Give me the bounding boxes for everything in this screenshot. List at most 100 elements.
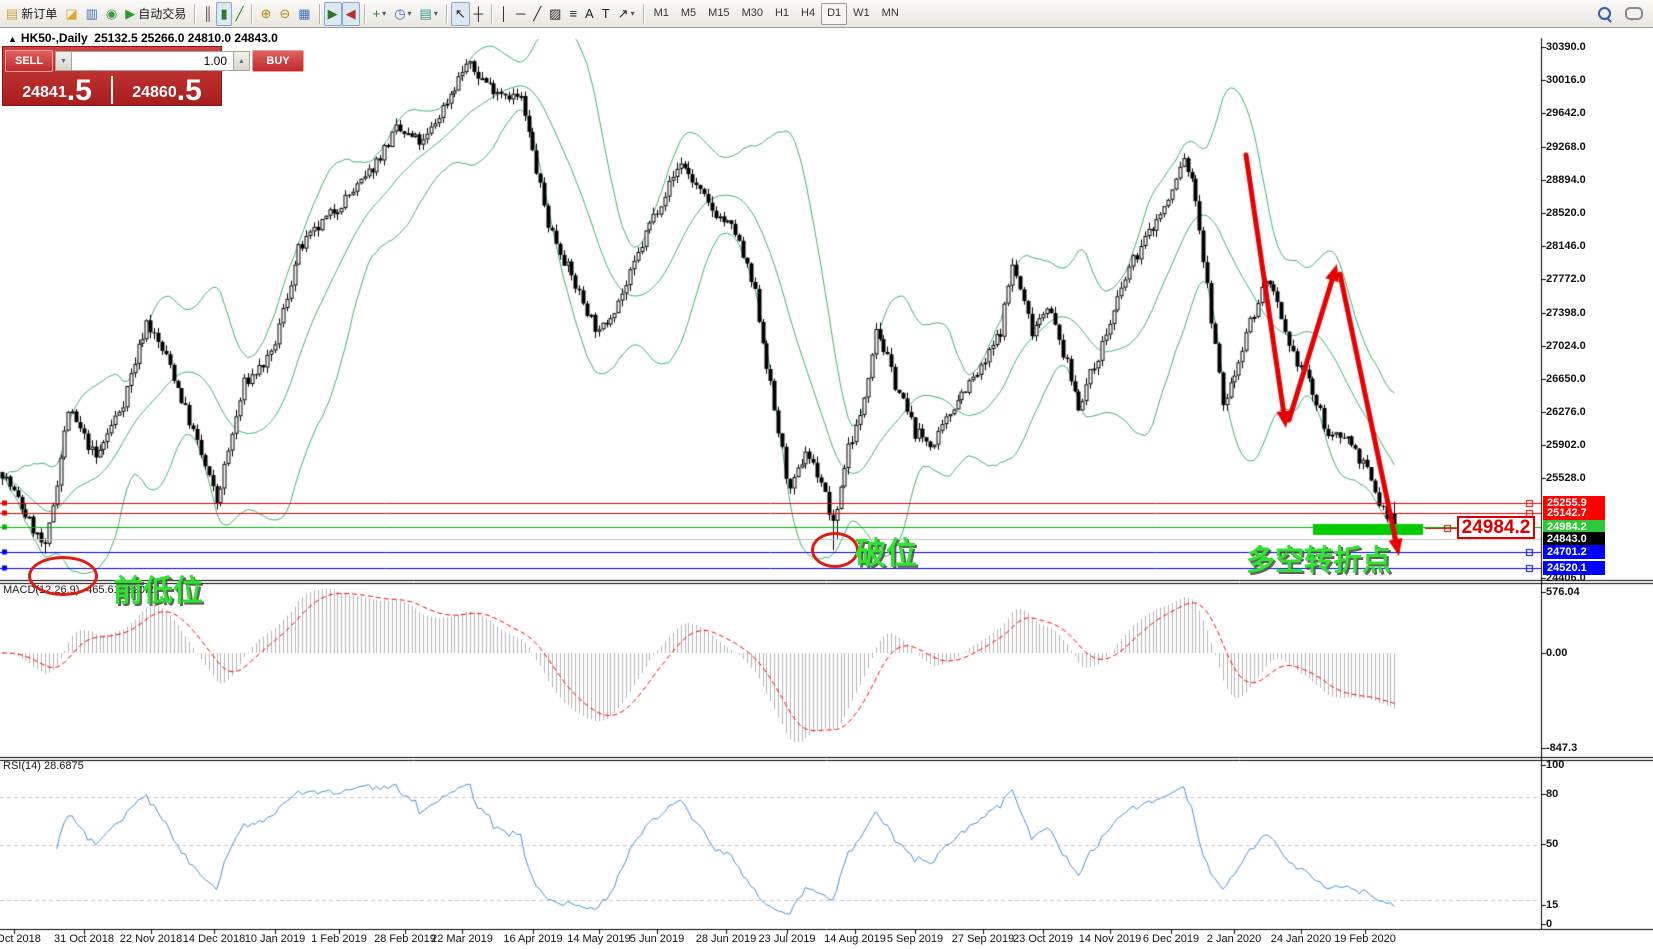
trendline-button-glyph: ╱ — [533, 6, 542, 21]
bar-chart-button[interactable]: ║ — [199, 2, 216, 26]
timeframe-mn[interactable]: MN — [881, 7, 899, 19]
date-axis-label[interactable]: 5 Jun 2019 — [629, 933, 685, 945]
price-axis-tick: 25528.0 — [1546, 472, 1586, 485]
timeframe-m30[interactable]: M30 — [741, 7, 763, 19]
prev-low-ellipse[interactable] — [28, 556, 98, 596]
auto-trading-button[interactable]: ▶ 自动交易 — [121, 2, 190, 26]
template-button[interactable]: ▤ ▾ — [416, 2, 442, 26]
price-axis-tick: 27024.0 — [1546, 339, 1586, 352]
sell-price-button[interactable]: 24841.5 — [3, 74, 111, 106]
price-axis-tick: 30016.0 — [1546, 74, 1586, 87]
chart-shift-button[interactable]: ◀ — [341, 1, 360, 26]
price-line-label: 24520.1 — [1543, 560, 1605, 575]
date-axis-label[interactable]: 28 Feb 2019 — [374, 933, 436, 945]
buy-button[interactable]: BUY — [252, 50, 304, 72]
volume-input[interactable] — [72, 51, 233, 71]
search-icon — [1598, 7, 1611, 20]
date-axis-label[interactable]: 28 Jun 2019 — [695, 933, 757, 945]
date-axis-label[interactable]: 6 Dec 2019 — [1142, 933, 1200, 945]
signals-icon[interactable]: ◉ — [102, 2, 121, 26]
periods-button[interactable]: ◷ ▾ — [390, 2, 415, 26]
timeframe-d1[interactable]: D1 — [821, 2, 848, 25]
date-axis-label[interactable]: 2 Jan 2020 — [1206, 933, 1262, 945]
dropdown-caret-icon[interactable]: ▾ — [407, 8, 412, 18]
horizontal-line-button[interactable]: ─ — [512, 2, 529, 26]
timeframe-w1[interactable]: W1 — [853, 7, 870, 19]
date-axis-label[interactable]: 14 May 2019 — [567, 933, 631, 945]
crosshair-button[interactable]: ┼ — [470, 2, 487, 26]
indicator-axis-tick: 0.00 — [1546, 647, 1568, 659]
text-button[interactable]: A — [581, 2, 598, 26]
indicator-axis-tick: 80 — [1546, 788, 1559, 800]
new-order-button[interactable]: ▤ 新订单 — [2, 2, 61, 26]
chart-window-icon[interactable]: ◪ — [61, 2, 81, 26]
date-axis-label[interactable]: 5 Sep 2019 — [886, 933, 944, 945]
trendline-button[interactable]: ╱ — [529, 2, 545, 26]
zoom-out-button-glyph: ⊖ — [279, 6, 291, 21]
vertical-line-button[interactable]: │ — [496, 2, 512, 26]
toolbar-separator — [363, 3, 365, 24]
date-axis-label[interactable]: 16 Apr 2019 — [503, 933, 563, 945]
volume-decrease-button[interactable]: ▼ — [55, 51, 72, 71]
timeframe-m1[interactable]: M1 — [653, 7, 669, 19]
tile-windows-button[interactable]: ▦ — [294, 2, 314, 26]
new-order-button-glyph: ▤ — [6, 6, 19, 21]
date-axis-label[interactable]: 23 Oct 2019 — [1013, 933, 1073, 945]
breakdown-note[interactable]: 破位 — [855, 536, 917, 571]
timeframe-h1[interactable]: H1 — [774, 7, 790, 19]
line-chart-button[interactable]: ╱ — [232, 2, 248, 26]
zoom-in-button[interactable]: ⊕ — [256, 2, 275, 26]
turning-point-note[interactable]: 多空转折点 — [1246, 545, 1392, 577]
date-axis-label[interactable]: 24 Jan 2020 — [1270, 933, 1332, 945]
indicator-axis-tick: 576.04 — [1546, 586, 1580, 598]
add-indicator-button-glyph: + — [372, 6, 381, 21]
toolbar-separator — [445, 3, 447, 24]
toolbar-separator — [642, 3, 644, 24]
zoom-out-button[interactable]: ⊖ — [275, 2, 294, 26]
date-axis-label[interactable]: 31 Oct 2018 — [54, 933, 114, 945]
dropdown-caret-icon[interactable]: ▾ — [433, 8, 438, 18]
date-axis-label[interactable]: 10 Jan 2019 — [244, 933, 306, 945]
candlestick-chart-button[interactable]: ▮ — [216, 1, 232, 26]
breakdown-ellipse[interactable] — [811, 532, 859, 568]
auto-scroll-button[interactable]: ▶ — [323, 1, 342, 26]
date-axis-label[interactable]: 23 Jul 2019 — [758, 933, 816, 945]
search-icon[interactable] — [1594, 2, 1615, 26]
dropdown-caret-icon[interactable]: ▾ — [382, 8, 387, 18]
timeframe-m5[interactable]: M5 — [680, 7, 697, 19]
collapse-panel-icon[interactable]: ▲ — [8, 34, 17, 44]
date-axis-label[interactable]: 9 Oct 2018 — [0, 933, 41, 945]
timeframe-m15[interactable]: M15 — [708, 7, 730, 19]
price-callout-box[interactable]: 24984.2 — [1457, 516, 1535, 539]
sell-button[interactable]: SELL — [5, 50, 53, 72]
timeframe-h4[interactable]: H4 — [801, 7, 816, 19]
text-label-button[interactable]: T — [598, 2, 614, 26]
periods-button-glyph: ◷ — [394, 6, 406, 21]
cursor-button-glyph: ↖ — [454, 6, 466, 21]
sell-price-int: 24841 — [22, 84, 67, 101]
date-axis-label[interactable]: 19 Feb 2020 — [1334, 933, 1396, 945]
date-axis-label[interactable]: 14 Nov 2019 — [1078, 933, 1142, 945]
buy-price-int: 24860 — [132, 84, 177, 101]
date-axis-label[interactable]: 1 Feb 2019 — [311, 933, 367, 945]
volume-increase-button[interactable]: ▲ — [233, 51, 250, 71]
equidistant-channel-button[interactable]: ▨ — [545, 2, 565, 26]
prev-low-note[interactable]: 前低位 — [113, 575, 203, 608]
ohlc-values: 25132.5 25266.0 24810.0 24843.0 — [94, 31, 278, 45]
date-axis-label[interactable]: 14 Dec 2018 — [182, 933, 246, 945]
date-axis-label[interactable]: 27 Sep 2019 — [951, 933, 1015, 945]
cursor-button[interactable]: ↖ — [450, 1, 470, 26]
date-axis-label[interactable]: 14 Aug 2019 — [824, 933, 886, 945]
fibonacci-button[interactable]: ≡ — [565, 2, 581, 26]
add-indicator-button[interactable]: + ▾ — [369, 2, 391, 26]
dropdown-caret-icon[interactable]: ▾ — [630, 8, 635, 18]
arrows-button-glyph: ↗ — [617, 6, 629, 21]
tile-windows-button-glyph: ▦ — [298, 6, 311, 21]
arrows-button[interactable]: ↗ ▾ — [614, 2, 639, 26]
market-watch-icon[interactable]: ▥ — [82, 2, 102, 26]
date-axis-label[interactable]: 22 Nov 2018 — [119, 933, 183, 945]
buy-price-button[interactable]: 24860.5 — [113, 74, 221, 106]
date-axis-label[interactable]: 22 Mar 2019 — [431, 933, 493, 945]
community-chat-icon[interactable] — [1621, 2, 1647, 26]
